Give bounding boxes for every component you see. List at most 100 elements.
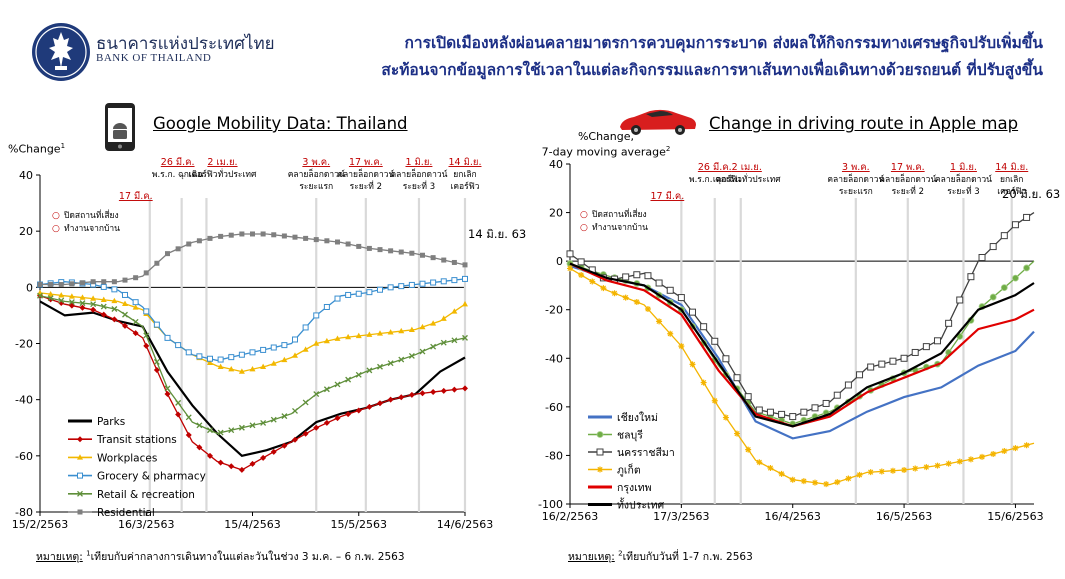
series-point: [577, 258, 585, 266]
series-point: [878, 360, 886, 368]
series-point: [867, 363, 875, 371]
legend-swatch-marker: [596, 448, 604, 456]
series-point: [80, 280, 85, 286]
series-point: [345, 376, 352, 383]
series-point: [217, 363, 224, 369]
series-point: [1023, 213, 1031, 221]
series-point: [292, 407, 298, 414]
series-point: [677, 294, 685, 302]
series-point: [111, 286, 118, 293]
x-tick-label: 15/5/2563: [331, 518, 387, 531]
series-point: [196, 238, 202, 244]
series-point: [100, 296, 107, 302]
y-tick-label: -60: [15, 450, 33, 463]
series-point: [462, 300, 468, 307]
legend-swatch-marker: [597, 466, 603, 473]
series-point: [766, 408, 774, 416]
legend-label: Residential: [97, 507, 155, 519]
series-point: [313, 391, 320, 398]
series-point: [111, 297, 118, 304]
y-tick-label: 20: [19, 225, 33, 238]
series-point: [678, 343, 685, 350]
series-point: [175, 342, 182, 349]
series-point: [440, 339, 447, 346]
series-point: [889, 467, 896, 474]
series-point: [334, 335, 341, 341]
series-point: [823, 481, 830, 488]
y-tick-label: 20: [549, 207, 563, 220]
series-point: [366, 331, 373, 337]
series-point: [100, 303, 107, 310]
series-point: [933, 337, 941, 345]
legend-label: ทั้งประเทศ: [617, 498, 665, 512]
series-point: [250, 231, 255, 237]
series-point: [111, 279, 117, 285]
series-point: [122, 322, 128, 329]
series-point: [37, 282, 43, 288]
series-point: [1023, 442, 1030, 449]
series-point: [377, 286, 383, 293]
series-point: [271, 232, 277, 238]
series-line: [569, 262, 1035, 428]
series-point: [611, 290, 618, 297]
event-label: คลายล็อกดาวน์: [337, 168, 394, 180]
series-point: [228, 232, 234, 238]
y-tick-label: -60: [545, 401, 563, 414]
series-point: [440, 387, 447, 394]
event-label: ระยะที่ 3: [947, 185, 979, 197]
series-point: [313, 424, 320, 431]
legend-swatch-marker: [77, 436, 83, 443]
series-point: [398, 394, 405, 401]
series-point: [666, 286, 674, 294]
legend-label: Parks: [97, 416, 125, 428]
series-point: [688, 308, 696, 316]
series-point: [912, 465, 919, 472]
series-point: [440, 278, 447, 285]
series-point: [856, 471, 863, 478]
series-point: [48, 282, 54, 288]
series-point: [655, 279, 663, 287]
legend-label: Retail & recreation: [97, 489, 195, 501]
series-point: [366, 289, 373, 296]
right-y-axis-label-sup: 2: [665, 145, 671, 153]
series-point: [228, 463, 235, 470]
series-point: [323, 419, 330, 426]
series-point: [989, 243, 997, 251]
legend-swatch-marker: [77, 454, 83, 460]
event-label: 17 มี.ค.: [119, 190, 153, 202]
left-footnote-text: เทียบกับค่ากลางการเดินทางในแต่ละวันในช่ว…: [90, 551, 405, 563]
event-label: เคอร์ฟิว: [450, 181, 479, 192]
series-point: [196, 353, 203, 360]
x-tick-label: 15/2/2563: [12, 518, 68, 531]
series-point: [111, 316, 118, 323]
event-label: 3 พ.ค.: [302, 157, 330, 168]
series-point: [122, 300, 128, 306]
series-point: [398, 249, 404, 255]
legend-swatch-marker: [77, 509, 83, 515]
smartphone-android-icon: [105, 103, 135, 151]
series-point: [419, 323, 426, 330]
series-point: [196, 422, 203, 429]
series-line: [569, 262, 1035, 428]
event-label: คลายล็อกดาวน์: [935, 173, 992, 185]
series-point: [990, 450, 997, 457]
series-point: [789, 413, 797, 421]
event-label: 1 มิ.ย.: [405, 157, 432, 168]
series-point: [228, 365, 235, 372]
series-point: [207, 359, 213, 365]
left-y-axis-label-sup: 1: [60, 142, 66, 150]
series-point: [207, 452, 213, 459]
series-point: [967, 273, 975, 281]
series-point: [175, 246, 181, 252]
org-name-thai: ธนาคารแห่งประเทศไทย: [96, 34, 275, 54]
series-group-2: [37, 289, 468, 374]
series-point: [153, 358, 160, 365]
series-point: [302, 399, 309, 406]
marker-legend-label: ทำงานจากบ้าน: [592, 222, 648, 233]
series-point: [408, 352, 415, 359]
marker-legend-label: ปิดสถานที่เสี่ยง: [64, 209, 119, 221]
series-point: [441, 257, 447, 263]
series-point: [1011, 221, 1019, 229]
series-point: [922, 343, 930, 351]
